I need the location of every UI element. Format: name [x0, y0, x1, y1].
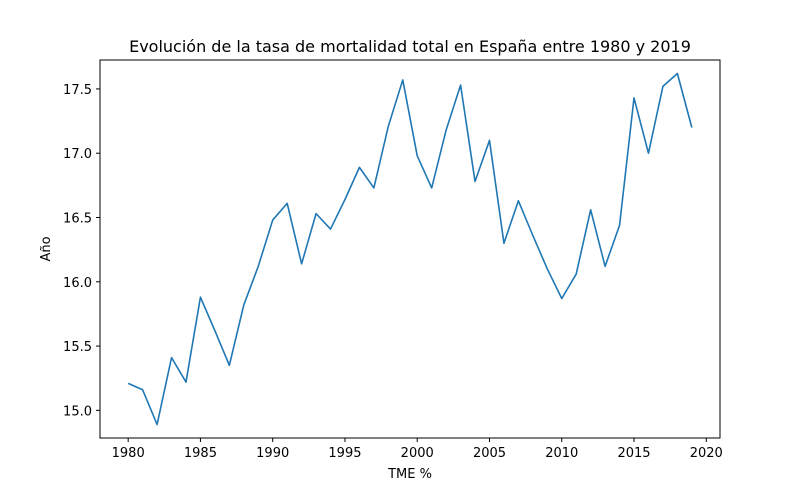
x-tick-label-2000: 2000 — [401, 446, 434, 461]
plot-area — [127, 72, 693, 426]
x-axis-ticks: 1980 1985 1990 1995 2000 2005 2010 2015 2020 — [112, 438, 723, 461]
axes-frame — [99, 59, 721, 439]
x-tick-label-2020: 2020 — [690, 446, 723, 461]
y-tick-label-1: 15.5 — [63, 340, 92, 355]
y-axis-label: Año — [39, 236, 54, 261]
y-tick-label-0: 15.0 — [63, 404, 92, 419]
x-tick-label-2010: 2010 — [545, 446, 578, 461]
y-tick-label-3: 16.5 — [63, 212, 92, 227]
y-tick-label-2: 16.0 — [63, 276, 92, 291]
x-tick-label-1990: 1990 — [256, 446, 289, 461]
y-tick-label-4: 17.0 — [63, 147, 92, 162]
x-tick-label-1995: 1995 — [328, 446, 361, 461]
chart-title: Evolución de la tasa de mortalidad total… — [129, 37, 691, 56]
x-axis-label: TME % — [387, 467, 432, 482]
series-line-0 — [127, 72, 693, 426]
x-tick-label-1980: 1980 — [112, 446, 145, 461]
x-tick-label-1985: 1985 — [184, 446, 217, 461]
y-axis-ticks: 15.0 15.5 16.0 16.5 17.0 17.5 — [63, 83, 100, 419]
x-tick-label-2015: 2015 — [617, 446, 650, 461]
x-tick-label-2005: 2005 — [473, 446, 506, 461]
y-tick-label-5: 17.5 — [63, 83, 92, 98]
